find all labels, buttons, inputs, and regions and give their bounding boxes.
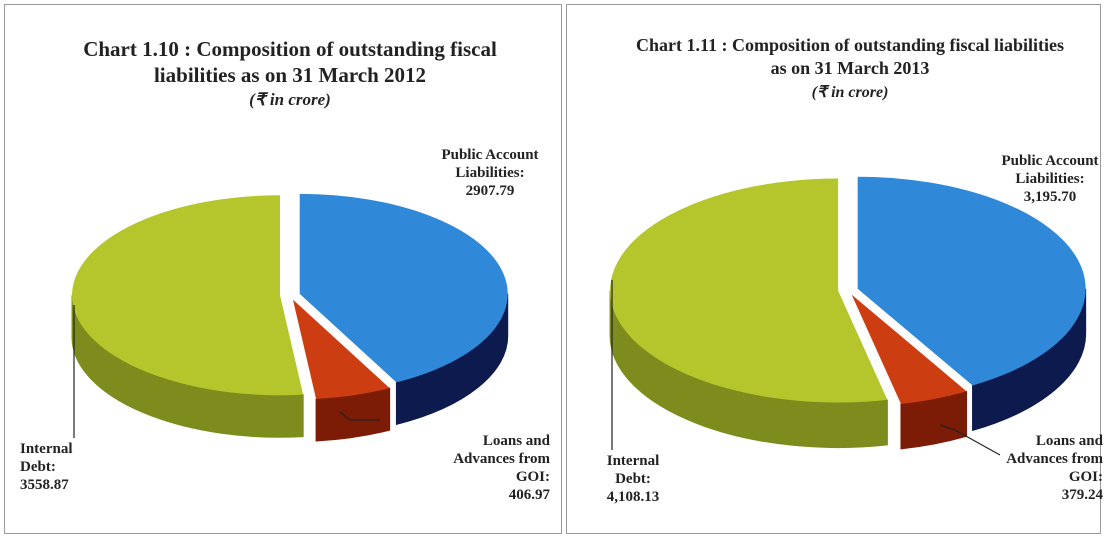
label-value: 3558.87	[20, 477, 69, 493]
label-name: Loans and Advances from GOI:	[1006, 433, 1103, 485]
data-label: Public Account Liabilities: 2907.79	[435, 146, 545, 200]
slice-top	[299, 193, 508, 383]
label-value: 406.97	[508, 487, 550, 503]
data-label: Loans and Advances from GOI: 406.97	[420, 432, 550, 504]
label-name: Public Account Liabilities:	[441, 147, 539, 181]
slice-top	[610, 178, 888, 403]
label-value: 379.24	[1061, 487, 1103, 503]
pie-slice	[71, 195, 304, 438]
slice-top	[292, 299, 390, 399]
label-value: 4,108.13	[606, 489, 660, 505]
panel	[566, 4, 1101, 534]
label-name: Internal Debt:	[20, 441, 73, 475]
slice-top	[857, 176, 1086, 386]
pie-slice	[299, 193, 509, 426]
label-name: Internal Debt:	[606, 453, 660, 487]
data-label: Internal Debt: 4,108.13	[588, 452, 678, 506]
label-value: 3,195.70	[1023, 189, 1077, 205]
pie-slice	[857, 176, 1087, 432]
data-label: Loans and Advances from GOI: 379.24	[975, 432, 1103, 504]
label-name: Loans and Advances from GOI:	[453, 433, 550, 485]
data-label: Public Account Liabilities: 3,195.70	[1000, 152, 1100, 206]
slice-top	[851, 294, 967, 404]
chart-title: Chart 1.10 : Composition of outstanding …	[83, 37, 497, 87]
pie-slice	[292, 299, 391, 442]
chart-subtitle: (₹ in crore)	[249, 90, 331, 109]
data-label: Internal Debt: 3558.87	[20, 440, 110, 494]
chart-subtitle: (₹ in crore)	[811, 84, 889, 101]
leader-line	[939, 424, 1001, 456]
slice-side	[900, 390, 968, 450]
leader-line	[339, 411, 380, 421]
chart-title: Chart 1.11 : Composition of outstanding …	[635, 35, 1065, 78]
label-name: Public Account Liabilities:	[1001, 153, 1099, 187]
pie-slice	[609, 178, 888, 449]
label-value: 2907.79	[465, 183, 515, 199]
pie-slice	[851, 294, 968, 450]
panel	[4, 4, 562, 534]
slice-top	[72, 195, 304, 396]
